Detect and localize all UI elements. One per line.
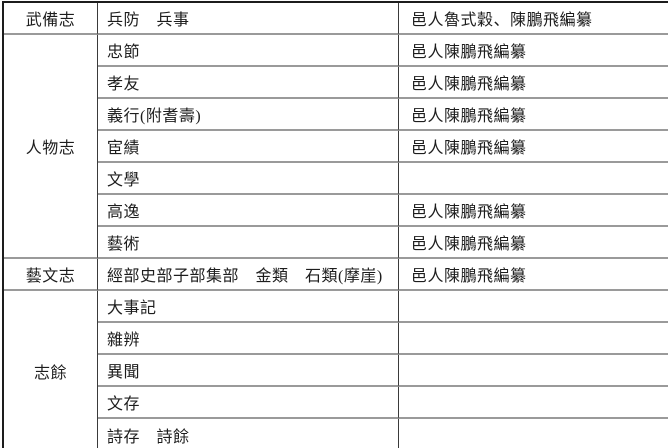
subsection-cell: 詩存 詩餘: [98, 419, 399, 448]
category-cell: 志餘: [4, 291, 98, 448]
compiler-cell: 邑人陳鵬飛編纂: [399, 259, 668, 291]
compiler-cell: 邑人陳鵬飛編纂: [399, 35, 668, 67]
subsection-cell: 忠節: [98, 35, 399, 67]
table-row: 文學: [4, 163, 668, 195]
table-row: 義行(附耆壽) 邑人陳鵬飛編纂: [4, 99, 668, 131]
category-cell: 武備志: [4, 3, 98, 35]
subsection-cell: 高逸: [98, 195, 399, 227]
table-row: 武備志 兵防 兵事 邑人魯式穀、陳鵬飛編纂: [4, 3, 668, 35]
subsection-cell: 宦績: [98, 131, 399, 163]
table-row: 異聞: [4, 355, 668, 387]
subsection-cell: 藝術: [98, 227, 399, 259]
subsection-cell: 經部史部子部集部 金類 石類(摩崖): [98, 259, 399, 291]
subsection-cell: 異聞: [98, 355, 399, 387]
category-cell: 藝文志: [4, 259, 98, 291]
subsection-cell: 文存: [98, 387, 399, 419]
subsection-cell: 義行(附耆壽): [98, 99, 399, 131]
table-row: 藝文志 經部史部子部集部 金類 石類(摩崖) 邑人陳鵬飛編纂: [4, 259, 668, 291]
subsection-cell: 兵防 兵事: [98, 3, 399, 35]
compiler-cell: 邑人陳鵬飛編纂: [399, 195, 668, 227]
subsection-cell: 文學: [98, 163, 399, 195]
compiler-cell: 邑人陳鵬飛編纂: [399, 131, 668, 163]
subsection-cell: 孝友: [98, 67, 399, 99]
compiler-cell: [399, 323, 668, 355]
subsection-cell: 大事記: [98, 291, 399, 323]
table-row: 人物志 忠節 邑人陳鵬飛編纂: [4, 35, 668, 259]
table-row: 孝友 邑人陳鵬飛編纂: [4, 67, 668, 99]
table-row: 詩存 詩餘: [4, 419, 668, 448]
compiler-cell: [399, 291, 668, 323]
table-row: 志餘 大事記: [4, 291, 668, 448]
compiler-cell: 邑人陳鵬飛編纂: [399, 99, 668, 131]
compiler-cell: 邑人陳鵬飛編纂: [399, 67, 668, 99]
compiler-cell: [399, 355, 668, 387]
compiler-cell: 邑人陳鵬飛編纂: [399, 227, 668, 259]
compiler-cell: [399, 163, 668, 195]
table-row: 文存: [4, 387, 668, 419]
compiler-cell: [399, 387, 668, 419]
table-row: 宦績 邑人陳鵬飛編纂: [4, 131, 668, 163]
category-cell: 人物志: [4, 35, 98, 259]
subsection-cell: 雜辨: [98, 323, 399, 355]
table-row: 藝術 邑人陳鵬飛編纂: [4, 227, 668, 259]
compiler-cell: 邑人魯式穀、陳鵬飛編纂: [399, 3, 668, 35]
compiler-cell: [399, 419, 668, 448]
table-row: 高逸 邑人陳鵬飛編纂: [4, 195, 668, 227]
table-row: 雜辨: [4, 323, 668, 355]
